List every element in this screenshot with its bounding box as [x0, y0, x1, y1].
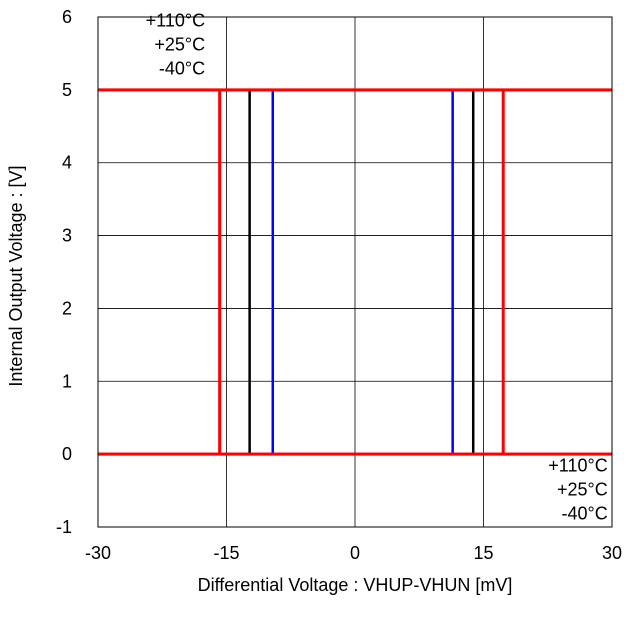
temperature-annotation: +25°C: [557, 480, 608, 500]
y-tick-label: 5: [62, 80, 72, 100]
tick-labels: -30 -15 0 15 30 -1 0 1 2 3 4 5 6: [56, 7, 622, 563]
x-tick-label: -30: [85, 543, 111, 563]
temperature-annotation: -40°C: [561, 504, 607, 524]
y-tick-label: 2: [62, 298, 72, 318]
x-tick-label: 0: [350, 543, 360, 563]
x-tick-label: 15: [473, 543, 493, 563]
x-axis-label: Differential Voltage : VHUP-VHUN [mV]: [198, 575, 513, 595]
y-tick-label: 6: [62, 7, 72, 27]
temperature-annotation: +110°C: [146, 10, 205, 30]
y-tick-label: 3: [62, 226, 72, 246]
series-group: [98, 88, 612, 456]
temperature-annotation: +25°C: [154, 34, 205, 54]
y-tick-label: 0: [62, 444, 72, 464]
y-axis-label: Internal Output Voltage : [V]: [6, 165, 26, 386]
annotations: +110°C +25°C -40°C +110°C +25°C -40°C: [146, 10, 608, 523]
plot-frame: [97, 16, 613, 528]
temperature-annotation: -40°C: [159, 58, 205, 78]
temperature-annotation: +110°C: [548, 456, 607, 476]
x-tick-label: 30: [602, 543, 622, 563]
y-tick-label: -1: [56, 517, 72, 537]
x-tick-label: -15: [213, 543, 239, 563]
y-tick-label: 1: [62, 371, 72, 391]
y-tick-label: 4: [62, 153, 72, 173]
grid: [97, 16, 613, 528]
